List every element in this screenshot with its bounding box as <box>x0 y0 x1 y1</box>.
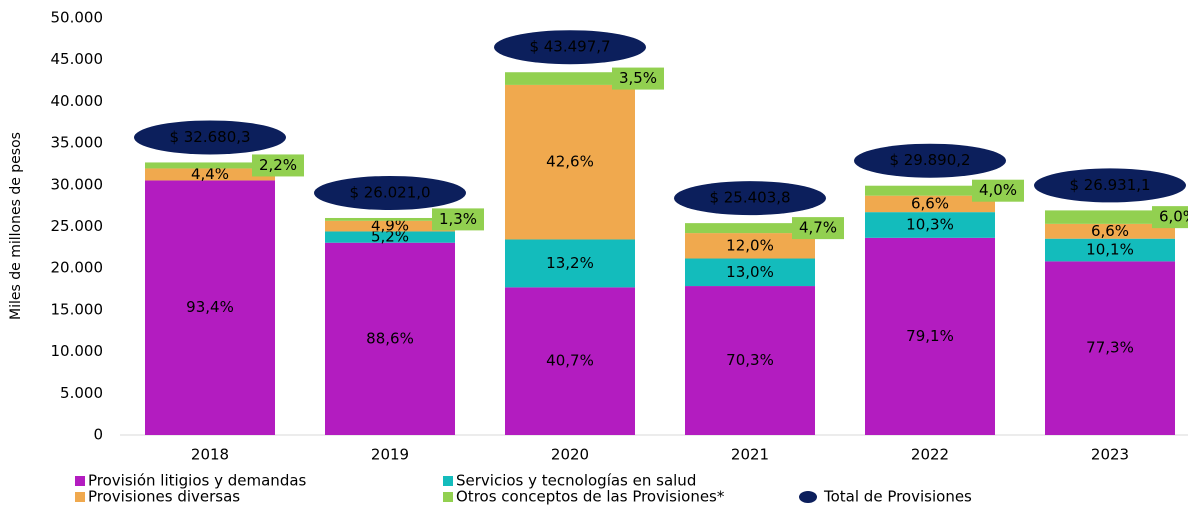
x-tick-label: 2023 <box>1091 446 1129 464</box>
percent-label: 13,2% <box>546 254 594 272</box>
bar-segment <box>1045 261 1175 435</box>
percent-label-box <box>792 217 844 240</box>
percent-label-box <box>972 179 1024 202</box>
legend-label: Servicios y tecnologías en salud <box>456 472 696 490</box>
percent-label: 6,6% <box>911 194 949 212</box>
x-tick-label: 2021 <box>731 446 769 464</box>
bar-segment <box>325 242 455 435</box>
percent-label-box <box>1152 206 1188 229</box>
y-tick-label: 50.000 <box>51 9 104 27</box>
legend-label: Provisión litigios y demandas <box>88 472 307 490</box>
percent-label: 6,0% <box>1159 208 1188 226</box>
y-tick-label: 30.000 <box>51 175 104 193</box>
percent-label: 5,2% <box>371 228 409 246</box>
bar-segment <box>145 168 275 181</box>
bar-segment <box>505 239 635 288</box>
bar-segment <box>865 212 995 238</box>
y-tick-label: 35.000 <box>51 134 104 152</box>
y-tick-label: 20.000 <box>51 259 104 277</box>
percent-label: 13,0% <box>726 263 774 281</box>
x-tick-label: 2022 <box>911 446 949 464</box>
bar-segment <box>685 258 815 287</box>
percent-label-box <box>432 208 484 231</box>
legend-label: Provisiones diversas <box>88 488 240 506</box>
legend-label: Otros conceptos de las Provisiones* <box>456 488 725 506</box>
bar-segment <box>505 72 635 85</box>
percent-label: 77,3% <box>1086 339 1134 357</box>
bar-segment <box>865 237 995 435</box>
bar-segment <box>685 286 815 435</box>
x-tick-label: 2019 <box>371 446 409 464</box>
percent-label: 79,1% <box>906 327 954 345</box>
bar-segment <box>325 220 455 232</box>
percent-label: 88,6% <box>366 329 414 347</box>
total-marker <box>134 120 286 155</box>
bar-segment <box>1045 210 1175 224</box>
y-tick-label: 25.000 <box>51 217 104 235</box>
legend-swatch <box>443 476 453 486</box>
y-tick-label: 10.000 <box>51 342 104 360</box>
bar-segment <box>505 84 635 240</box>
legend-swatch <box>443 492 453 502</box>
legend-swatch <box>75 476 85 486</box>
total-marker <box>494 30 646 65</box>
bar-segment <box>1045 223 1175 239</box>
percent-label: 4,7% <box>799 219 837 237</box>
percent-label: 4,9% <box>371 217 409 235</box>
percent-label: 10,3% <box>906 215 954 233</box>
x-tick-label: 2018 <box>191 446 229 464</box>
legend-swatch <box>799 491 817 503</box>
bar-segment <box>325 231 455 243</box>
percent-label: 6,6% <box>1091 222 1129 240</box>
percent-label: 4,4% <box>191 165 229 183</box>
y-tick-label: 45.000 <box>51 50 104 68</box>
percent-label: 42,6% <box>546 153 594 171</box>
percent-label: 12,0% <box>726 236 774 254</box>
percent-label: 2,2% <box>259 156 297 174</box>
bar-segment <box>325 217 455 221</box>
percent-label: 93,4% <box>186 298 234 316</box>
bar-segment <box>865 195 995 213</box>
y-axis-label: Miles de millones de pesos <box>8 132 24 320</box>
bar-segment <box>685 223 815 234</box>
bar-segment <box>865 185 995 196</box>
total-marker <box>314 175 466 210</box>
total-marker <box>674 181 826 216</box>
y-tick-label: 5.000 <box>60 384 103 402</box>
bar-segment <box>505 287 635 435</box>
bar-segment <box>1045 238 1175 262</box>
bar-segment <box>145 162 275 169</box>
y-tick-label: 40.000 <box>51 92 104 110</box>
legend-swatch <box>75 492 85 502</box>
percent-label-box <box>252 154 304 177</box>
x-tick-label: 2020 <box>551 446 589 464</box>
total-marker <box>854 143 1006 178</box>
y-tick-label: 15.000 <box>51 300 104 318</box>
total-label: $ 25.403,8 <box>709 189 790 207</box>
percent-label: 10,1% <box>1086 241 1134 259</box>
percent-label: 3,5% <box>619 69 657 87</box>
total-label: $ 26.931,1 <box>1069 176 1150 194</box>
total-label: $ 43.497,7 <box>529 38 610 56</box>
y-tick-label: 0 <box>93 426 103 444</box>
percent-label: 70,3% <box>726 351 774 369</box>
total-marker <box>1034 168 1186 203</box>
legend-label: Total de Provisiones <box>823 488 972 506</box>
percent-label-box <box>612 67 664 90</box>
total-label: $ 29.890,2 <box>889 151 970 169</box>
percent-label: 40,7% <box>546 352 594 370</box>
total-label: $ 26.021,0 <box>349 183 430 201</box>
percent-label: 4,0% <box>979 181 1017 199</box>
total-label: $ 32.680,3 <box>169 128 250 146</box>
bar-segment <box>145 180 275 435</box>
percent-label: 1,3% <box>439 210 477 228</box>
